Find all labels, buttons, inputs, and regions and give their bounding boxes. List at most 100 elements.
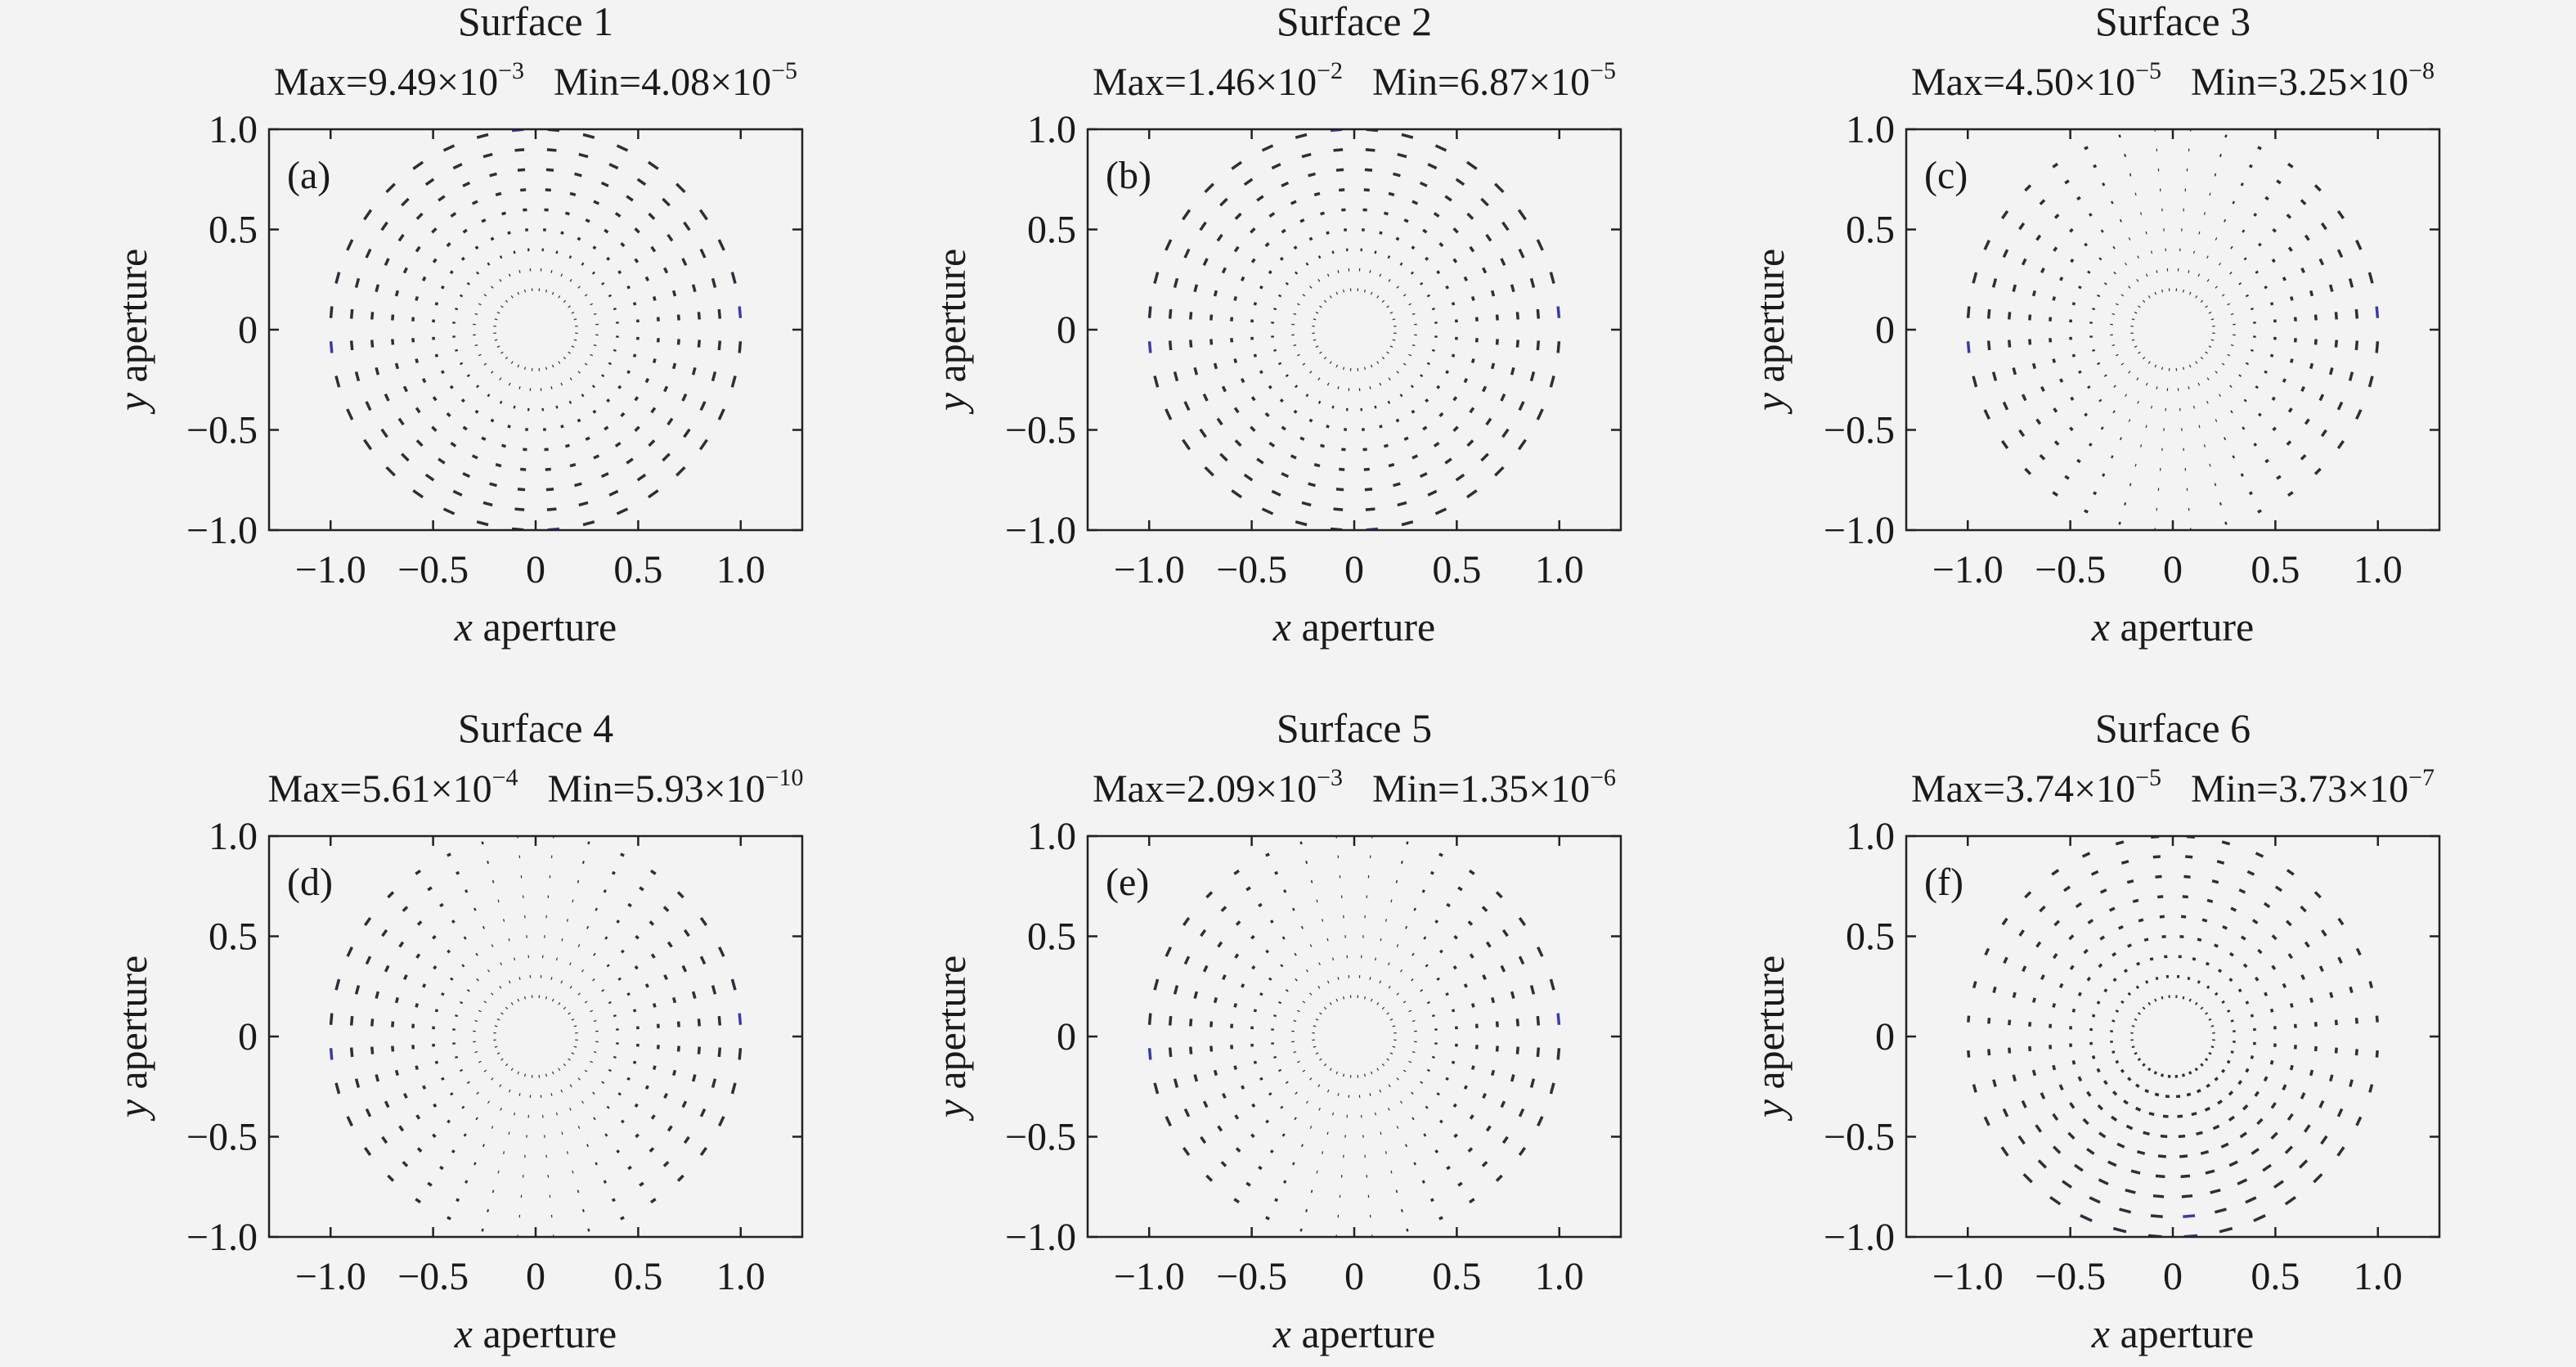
field-dash xyxy=(354,371,361,382)
field-dash xyxy=(434,353,439,357)
field-dash xyxy=(1966,306,1971,318)
field-dash xyxy=(432,258,438,263)
field-dash xyxy=(604,228,609,234)
field-dash xyxy=(375,1074,380,1082)
field-dash xyxy=(415,953,421,959)
field-dash xyxy=(2178,1134,2186,1139)
field-dash xyxy=(2287,491,2294,497)
field-dash xyxy=(1335,1071,1339,1075)
field-dash xyxy=(2103,282,2107,286)
field-dash xyxy=(2071,353,2076,357)
field-dash xyxy=(2081,852,2091,858)
field-dash xyxy=(590,1060,594,1063)
field-dash xyxy=(483,1001,487,1004)
field-dash xyxy=(1482,974,1487,981)
field-dash xyxy=(1271,489,1281,497)
field-dash xyxy=(1433,212,1440,218)
field-dash xyxy=(370,1046,375,1054)
field-dash xyxy=(2336,209,2345,219)
field-dash xyxy=(2219,1226,2233,1234)
field-dash xyxy=(551,998,554,1002)
field-dash xyxy=(455,1055,459,1059)
field-dash xyxy=(431,227,438,234)
x-axis-label: x aperture xyxy=(2091,604,2254,650)
field-dash xyxy=(1515,312,1519,320)
field-dash xyxy=(346,239,354,251)
field-dash xyxy=(1258,902,1263,908)
field-dash xyxy=(1388,463,1395,468)
field-dash xyxy=(2053,246,2058,252)
field-dash xyxy=(2053,440,2060,446)
field-dash xyxy=(699,1147,708,1157)
field-dash xyxy=(2206,898,2214,903)
y-tick-label: 0.5 xyxy=(209,209,258,252)
field-dash xyxy=(1556,306,1561,318)
y-tick-label: 1.0 xyxy=(1027,108,1076,151)
field-dash xyxy=(2238,888,2246,894)
field-dash xyxy=(2028,339,2032,345)
field-dash xyxy=(2076,196,2081,201)
field-dash xyxy=(697,1046,701,1054)
field-dash xyxy=(1204,465,1214,477)
field-dash xyxy=(1536,1015,1541,1026)
field-dash xyxy=(2329,1074,2334,1082)
field-dash xyxy=(1397,152,1407,159)
field-dash xyxy=(1278,1001,1282,1005)
field-dash xyxy=(1216,233,1223,242)
field-dash xyxy=(1402,1069,1407,1072)
field-dash xyxy=(2309,1069,2314,1077)
field-dash xyxy=(487,861,490,864)
field-dash xyxy=(2100,426,2104,430)
field-dash xyxy=(699,956,707,965)
field-dash xyxy=(635,1133,640,1139)
field-dash xyxy=(676,891,684,899)
field-dash xyxy=(1515,340,1519,348)
field-dash xyxy=(1295,133,1308,139)
field-dash xyxy=(2070,259,2075,263)
field-dash xyxy=(1452,396,1458,402)
field-dash xyxy=(1386,1058,1389,1061)
field-dash xyxy=(581,1209,585,1212)
field-dash xyxy=(402,267,408,274)
field-dash xyxy=(2245,294,2249,298)
field-dash xyxy=(1984,947,1990,956)
field-dash xyxy=(591,384,595,389)
field-dash xyxy=(1411,409,1416,414)
field-dash xyxy=(1467,1147,1474,1153)
field-dash xyxy=(495,191,502,196)
field-dash xyxy=(2269,1059,2274,1065)
field-dash xyxy=(2216,860,2225,865)
field-dash xyxy=(507,425,511,429)
y-tick-label: 0.5 xyxy=(1846,915,1895,959)
x-tick-label: 1.0 xyxy=(2354,548,2403,591)
field-dash xyxy=(571,1052,575,1054)
field-dash xyxy=(1219,197,1228,207)
field-dash xyxy=(1182,916,1191,926)
field-dash xyxy=(666,941,673,948)
y-tick-label: 1.0 xyxy=(209,108,258,151)
field-dash xyxy=(2035,418,2042,425)
field-dash xyxy=(354,1078,361,1088)
field-dash xyxy=(460,398,465,403)
x-tick-label: −1.0 xyxy=(1114,1255,1185,1298)
field-dash xyxy=(1290,454,1297,460)
field-dash xyxy=(424,473,435,482)
field-dash xyxy=(442,507,456,515)
field-dash xyxy=(617,1092,622,1096)
field-dash xyxy=(489,482,497,488)
field-dash xyxy=(671,362,677,370)
field-dash xyxy=(387,1174,395,1182)
field-dash xyxy=(2021,1099,2027,1108)
field-dash xyxy=(611,870,616,875)
field-dash xyxy=(1393,172,1401,178)
field-dash xyxy=(2097,294,2101,298)
field-dash xyxy=(2021,258,2027,266)
field-dash xyxy=(434,302,439,306)
field-dash xyxy=(600,181,609,187)
field-dash xyxy=(500,1107,502,1111)
field-dash xyxy=(491,1126,494,1129)
y-tick-label: −1.0 xyxy=(186,509,258,552)
field-dash xyxy=(2111,200,2114,205)
field-dash xyxy=(1436,1092,1440,1096)
field-dash xyxy=(569,962,572,966)
